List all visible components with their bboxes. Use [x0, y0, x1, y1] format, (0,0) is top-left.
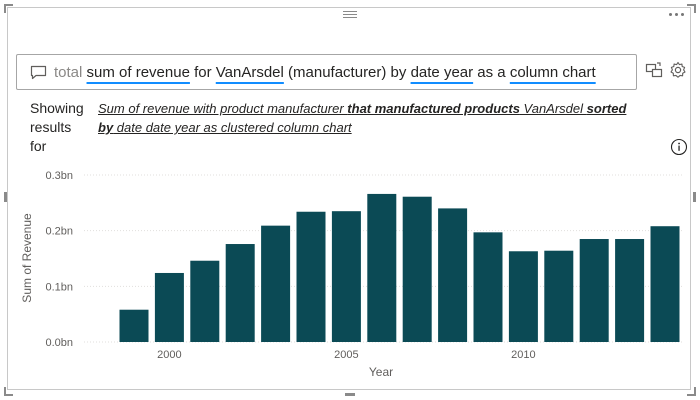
bar-2014 [650, 226, 680, 342]
qa-token: date year [410, 63, 474, 81]
drag-grip-icon[interactable] [343, 11, 357, 19]
info-icon[interactable] [670, 138, 688, 156]
bar-2003 [261, 225, 291, 342]
y-tick-label: 0.0bn [45, 337, 73, 349]
qa-token: column chart [509, 63, 596, 81]
x-tick-label: 2010 [511, 349, 535, 361]
bar-2013 [615, 239, 645, 342]
qa-token: for [189, 63, 216, 81]
resize-handle-top-left[interactable] [4, 4, 13, 13]
qa-token: sum of revenue [86, 63, 190, 81]
qa-token: total [54, 63, 83, 81]
bar-2011 [544, 250, 574, 342]
x-tick-label: 2000 [157, 349, 181, 361]
bar-2005 [331, 211, 361, 342]
qa-question-input[interactable]: total sum of revenue for VanArsdel (manu… [16, 54, 637, 90]
y-axis-title: Sum of Revenue [20, 213, 34, 303]
qa-token: as a [473, 63, 510, 81]
bar-2004 [296, 211, 326, 342]
y-tick-label: 0.1bn [45, 281, 73, 293]
restatement-link[interactable]: Sum of revenue with product manufacturer… [98, 99, 638, 137]
qa-query-text: total sum of revenue for VanArsdel (manu… [54, 64, 596, 81]
gear-icon[interactable] [669, 61, 687, 79]
qa-token: VanArsdel [215, 63, 284, 81]
bar-2001 [190, 260, 220, 342]
bar-2006 [367, 193, 397, 342]
resize-handle-bottom-left[interactable] [4, 387, 13, 396]
bar-2007 [402, 196, 432, 342]
qa-token: (manufacturer) by [283, 63, 411, 81]
bar-2002 [225, 244, 255, 342]
resize-handle-bottom-right[interactable] [687, 387, 696, 396]
x-axis-title: Year [369, 365, 393, 379]
bar-2012 [579, 239, 609, 342]
bar-2010 [508, 251, 538, 342]
bar-2008 [438, 208, 468, 342]
chat-bubble-icon [30, 65, 47, 79]
resize-handle-top-right[interactable] [687, 4, 696, 13]
x-tick-label: 2005 [334, 349, 358, 361]
y-tick-label: 0.3bn [45, 170, 73, 182]
y-tick-label: 0.2bn [45, 226, 73, 238]
resize-handle-bottom[interactable] [345, 393, 355, 396]
restatement-part: date date year as clustered column chart [113, 120, 352, 135]
restatement-part: sorted by [98, 101, 627, 135]
convert-to-visual-icon[interactable] [645, 61, 663, 79]
bar-2009 [473, 232, 503, 342]
restatement-part: Sum of revenue with product manufacturer [98, 101, 348, 116]
restatement-part: that manufactured products [347, 101, 520, 116]
showing-results-label: Showing results for [30, 100, 84, 154]
resize-handle-right[interactable] [693, 192, 696, 202]
resize-handle-left[interactable] [4, 192, 7, 202]
bar-2000 [154, 272, 184, 342]
restatement-part: VanArsdel [519, 101, 587, 116]
bar-1999 [119, 309, 149, 342]
more-options-icon[interactable] [669, 13, 684, 16]
